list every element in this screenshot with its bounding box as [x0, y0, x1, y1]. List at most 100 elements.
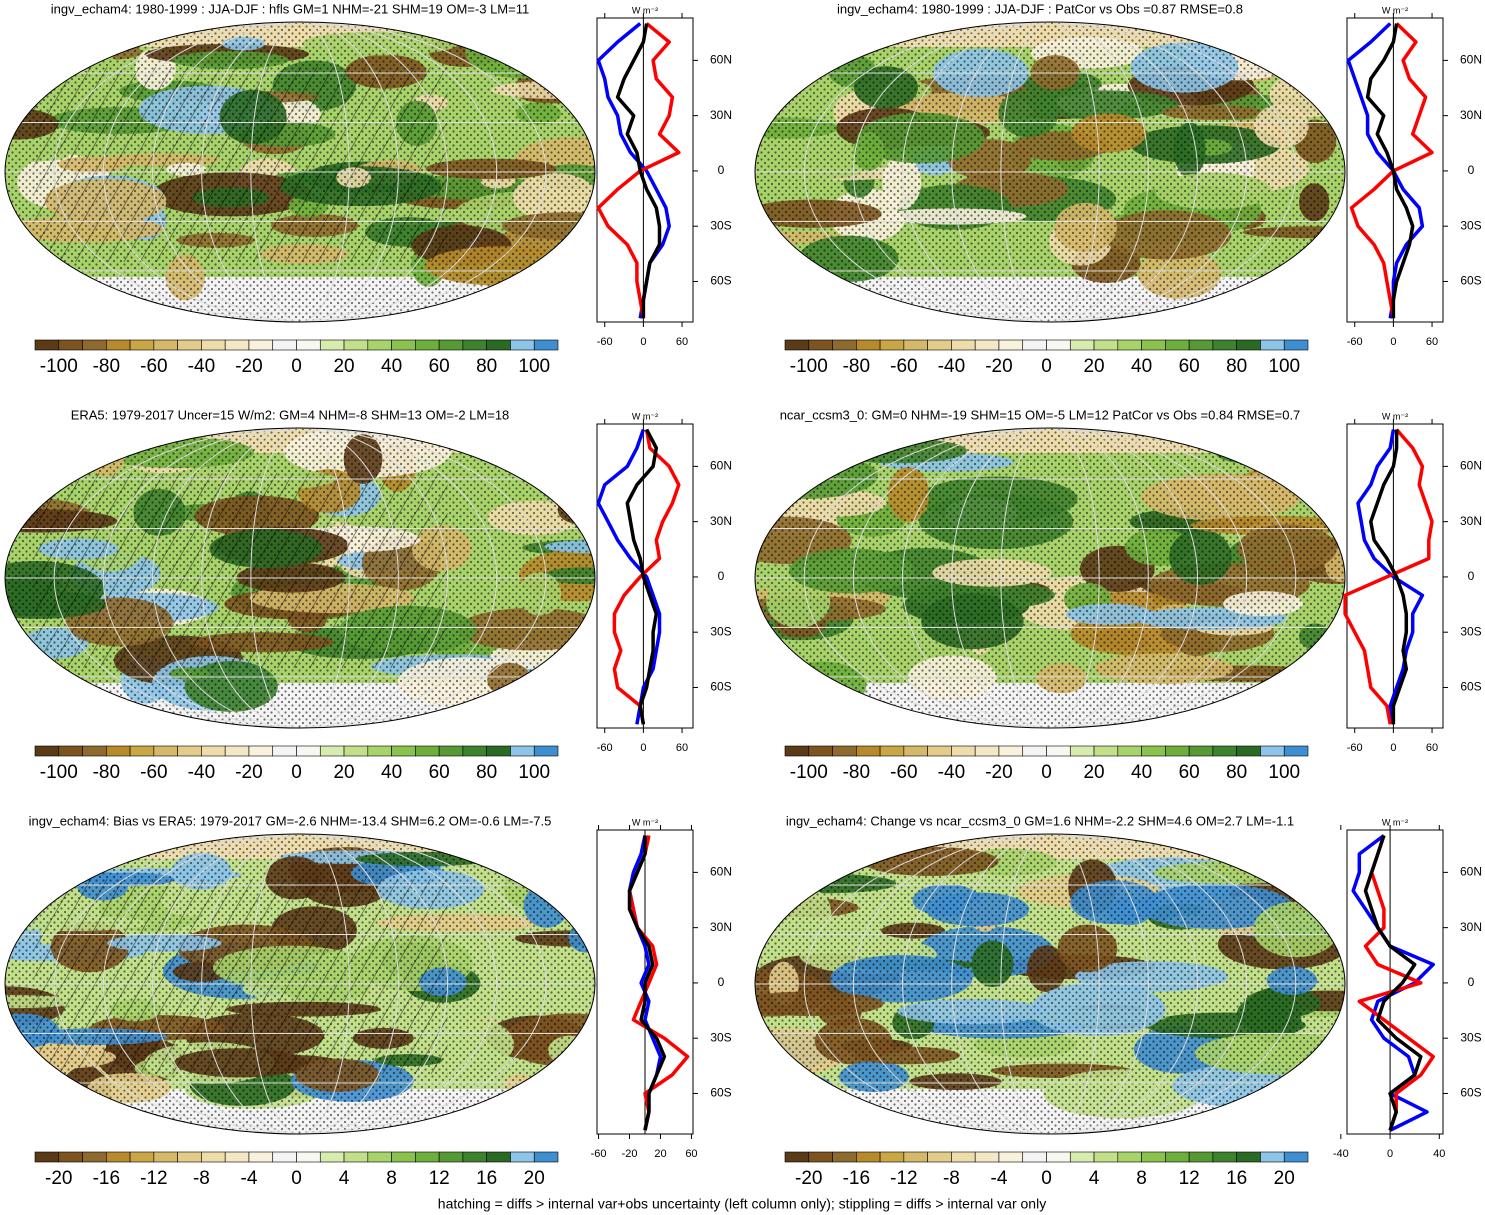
colorbar-box — [319, 745, 345, 757]
colorbar-box — [1141, 339, 1166, 351]
profile-line — [1365, 23, 1415, 319]
colorbar-label: -100 — [790, 356, 828, 377]
colorbar-box — [58, 339, 83, 351]
colorbar-label: -8 — [193, 1168, 210, 1189]
colorbar-label: 0 — [1041, 356, 1052, 377]
colorbar-box — [82, 339, 107, 351]
profile-line — [1357, 834, 1435, 1131]
colorbar-box — [272, 1151, 297, 1163]
colorbar-label: 60 — [429, 762, 450, 783]
colorbar-box — [1165, 745, 1190, 757]
colorbar-box — [856, 339, 881, 351]
profile-frame — [596, 423, 694, 729]
colorbar-label: 0 — [291, 356, 302, 377]
colorbar-box — [201, 339, 226, 351]
map-field — [5, 431, 76, 472]
colorbar-label: -100 — [790, 762, 828, 783]
colorbar-label: 80 — [476, 356, 497, 377]
colorbar-box — [784, 745, 810, 757]
colorbar-box — [1069, 1151, 1095, 1163]
unit-label: W m⁻² — [632, 817, 658, 827]
colorbar-label: -20 — [235, 356, 262, 377]
colorbar-label: -20 — [985, 356, 1012, 377]
colorbar-box — [1093, 1151, 1119, 1163]
colorbar-label: -16 — [843, 1168, 870, 1189]
y-tick-label: 30N — [710, 108, 732, 122]
colorbar-label: 0 — [1041, 762, 1052, 783]
y-tick-label: 30N — [1460, 920, 1482, 934]
colorbar-box — [1117, 339, 1142, 351]
y-tick-label: 60N — [710, 53, 732, 67]
colorbar-box — [272, 339, 297, 351]
x-tick-label: -60 — [597, 336, 613, 348]
profile-line — [596, 22, 671, 319]
map — [755, 428, 1345, 728]
y-tick-label: 60N — [1460, 865, 1482, 879]
colorbar-box — [510, 339, 535, 351]
colorbar-box — [1165, 339, 1190, 351]
map — [755, 834, 1345, 1134]
colorbar-label: -20 — [45, 1168, 72, 1189]
map-border — [4, 21, 596, 323]
x-tick-label: 0 — [1390, 742, 1396, 754]
colorbar-label: 20 — [333, 762, 354, 783]
colorbar-box — [367, 339, 392, 351]
colorbar-box — [832, 1151, 857, 1163]
profile-line — [625, 428, 659, 725]
colorbar-box — [1069, 339, 1095, 351]
colorbar-label: -4 — [991, 1168, 1008, 1189]
y-tick-label: 0 — [1468, 163, 1475, 177]
colorbar-box — [1141, 1151, 1166, 1163]
colorbar-box — [1188, 1151, 1214, 1163]
colorbar-box — [1093, 339, 1119, 351]
colorbar-box — [391, 1151, 416, 1163]
colorbar-box — [296, 339, 321, 351]
profile-line — [627, 835, 690, 1131]
x-tick-label: -60 — [591, 1148, 607, 1160]
map-border — [754, 833, 1346, 1135]
x-tick-label: -60 — [597, 742, 613, 754]
colorbar-box — [510, 1151, 535, 1163]
colorbar-box — [1188, 339, 1214, 351]
colorbar-box — [201, 745, 226, 757]
colorbar-box — [1212, 1151, 1237, 1163]
colorbar-label: 20 — [1274, 1168, 1295, 1189]
colorbar-label: 8 — [1136, 1168, 1147, 1189]
colorbar-label: 60 — [1179, 356, 1200, 377]
colorbar-box — [998, 1151, 1024, 1163]
profile-frame — [596, 17, 694, 323]
colorbar-box — [1022, 339, 1047, 351]
colorbar-box — [201, 1151, 226, 1163]
colorbar-label: 20 — [1083, 356, 1104, 377]
colorbar-label: 8 — [386, 1168, 397, 1189]
colorbar-box — [974, 339, 1000, 351]
colorbar-label: -16 — [93, 1168, 120, 1189]
colorbar-label: 16 — [1226, 1168, 1247, 1189]
profile-line — [596, 428, 662, 725]
colorbar-box — [224, 339, 250, 351]
profile-line — [1363, 834, 1423, 1131]
y-tick-label: 60N — [710, 865, 732, 879]
colorbar-label: -40 — [938, 356, 965, 377]
colorbar-label: -20 — [235, 762, 262, 783]
y-tick-label: 60N — [710, 459, 732, 473]
colorbar-label: 20 — [524, 1168, 545, 1189]
map-field — [573, 250, 595, 295]
colorbar-box — [58, 745, 83, 757]
colorbar-box — [462, 745, 487, 757]
colorbar-box — [808, 339, 833, 351]
colorbar-box — [1022, 1151, 1047, 1163]
unit-label: W m⁻² — [1382, 411, 1408, 421]
colorbar-box — [974, 745, 1000, 757]
colorbar-box — [1117, 745, 1142, 757]
profile-line — [627, 835, 667, 1131]
colorbar-label: -100 — [40, 762, 78, 783]
y-tick-label: 30S — [710, 218, 731, 232]
y-tick-label: 30S — [710, 1030, 731, 1044]
map-field — [537, 464, 568, 496]
map-field — [5, 1067, 40, 1111]
colorbar-label: -60 — [890, 356, 917, 377]
map-title: ingv_echam4: Change vs ncar_ccsm3_0 GM=1… — [786, 813, 1294, 828]
colorbar-box — [951, 339, 976, 351]
map-field — [562, 441, 595, 462]
